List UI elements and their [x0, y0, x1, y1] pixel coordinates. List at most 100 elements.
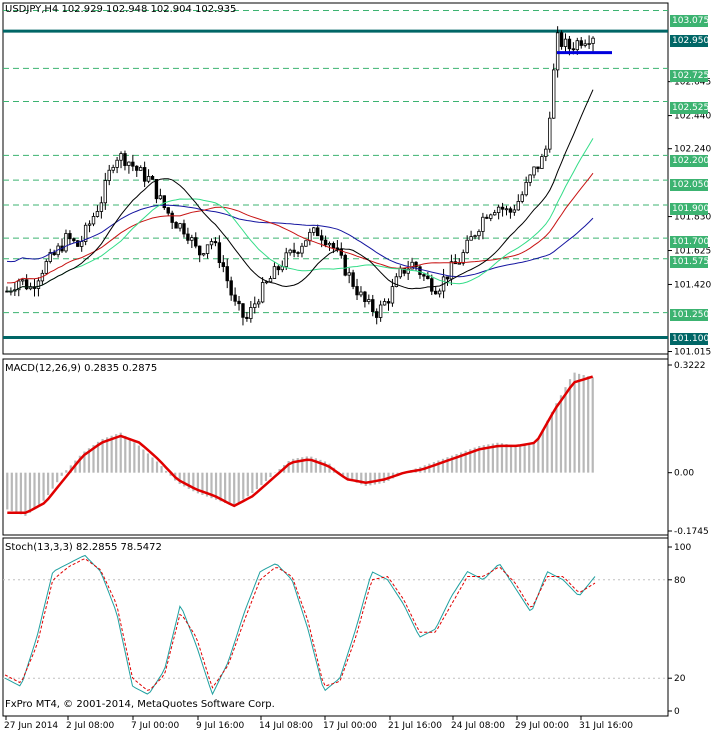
stoch-tick-label: 20 — [674, 674, 686, 684]
candle-body — [48, 252, 52, 262]
candle-body — [280, 266, 284, 271]
candle-body — [146, 176, 151, 182]
candle-body — [308, 231, 312, 242]
candle-body — [123, 153, 127, 166]
candle-body — [80, 241, 84, 247]
candle-body — [437, 290, 442, 295]
candle-body — [457, 262, 461, 265]
candle-body — [174, 222, 178, 229]
candle-body — [559, 32, 564, 47]
candle-body — [465, 239, 469, 254]
candle-body — [355, 286, 359, 296]
macd-tick-label: 0.3222 — [674, 361, 706, 371]
price-tick-label: 101.830 — [674, 213, 711, 223]
candle-body — [182, 223, 186, 235]
candle-body — [201, 253, 206, 256]
candle-body — [111, 167, 115, 171]
candle-body — [178, 223, 182, 229]
candle-body — [433, 290, 438, 295]
stoch-tick-label: 0 — [674, 707, 680, 717]
candle-body — [512, 209, 517, 213]
candle-body — [300, 245, 304, 254]
candle-body — [524, 181, 528, 196]
candle-body — [158, 195, 163, 200]
level-label-101900: 101.900 — [670, 203, 710, 215]
candle-body — [422, 274, 426, 277]
candle-body — [162, 195, 166, 209]
price-tick-label: 102.240 — [674, 145, 711, 155]
candle-body — [87, 223, 92, 226]
candle-body — [563, 38, 568, 47]
candle-body — [469, 236, 473, 241]
candle-body — [378, 304, 383, 318]
candle-body — [583, 43, 587, 46]
price-tick-label: 102.440 — [674, 112, 711, 122]
candle-body — [579, 40, 583, 46]
candle-body — [288, 249, 292, 254]
level-label-101575: 101.575 — [670, 256, 710, 268]
candle-body — [20, 279, 25, 282]
candle-body — [95, 211, 100, 217]
level-label-101100: 101.100 — [670, 333, 710, 345]
level-label-102950: 102.950 — [670, 35, 710, 47]
candle-body — [371, 299, 375, 313]
candle-body — [500, 206, 505, 210]
candle-body — [489, 214, 493, 219]
candle-body — [213, 241, 218, 244]
candle-body — [575, 40, 579, 51]
time-axis-label: 14 Jul 08:00 — [259, 721, 313, 731]
candle-body — [331, 242, 336, 249]
time-axis-label: 27 Jun 2014 — [4, 721, 58, 731]
candle-body — [186, 233, 190, 241]
candle-body — [107, 169, 111, 181]
candle-body — [552, 69, 556, 119]
candle-body — [414, 261, 418, 268]
candle-body — [135, 165, 139, 171]
candle-body — [304, 240, 308, 247]
candle-body — [335, 247, 340, 250]
candle-body — [99, 202, 104, 212]
candle-body — [138, 167, 143, 171]
candle-body — [367, 299, 371, 302]
candle-body — [567, 38, 572, 50]
candle-body — [253, 303, 257, 308]
stoch-tick-label: 100 — [674, 543, 691, 553]
candle-body — [170, 212, 174, 223]
moving-average-green — [7, 138, 594, 292]
candle-body — [315, 227, 320, 237]
candle-body — [445, 276, 450, 280]
price-tick-label: 102.645 — [674, 78, 711, 88]
candle-body — [36, 280, 41, 289]
candle-body — [268, 278, 273, 283]
candle-body — [394, 276, 399, 288]
candle-body — [492, 212, 497, 216]
candle-body — [256, 301, 261, 305]
candle-body — [249, 307, 253, 319]
candle-body — [76, 240, 80, 247]
candle-body — [382, 301, 387, 306]
candle-body — [548, 117, 552, 150]
macd-tick-label: -0.1745 — [674, 527, 709, 537]
candle-body — [91, 216, 96, 225]
time-axis-label: 2 Jul 08:00 — [66, 721, 115, 731]
candle-body — [359, 291, 363, 296]
price-tick-label: 101.420 — [674, 280, 711, 290]
time-axis-label: 9 Jul 16:00 — [196, 721, 245, 731]
level-label-101700: 101.700 — [670, 236, 710, 248]
candle-body — [225, 266, 229, 282]
candle-body — [237, 300, 241, 305]
candle-body — [44, 261, 48, 274]
stoch-title: Stoch(13,3,3) 82.2855 78.5472 — [5, 542, 162, 553]
candle-body — [327, 242, 332, 246]
candle-body — [390, 286, 395, 304]
candle-body — [197, 245, 202, 256]
candle-body — [347, 272, 351, 276]
time-axis-label: 29 Jul 00:00 — [515, 721, 569, 731]
stoch-tick-label: 80 — [674, 576, 686, 586]
time-axis-label: 7 Jul 00:00 — [131, 721, 180, 731]
main-chart-title: USDJPY,H4 102.929 102.948 102.904 102.93… — [5, 4, 237, 15]
candle-body — [276, 266, 281, 271]
candle-body — [528, 174, 532, 183]
